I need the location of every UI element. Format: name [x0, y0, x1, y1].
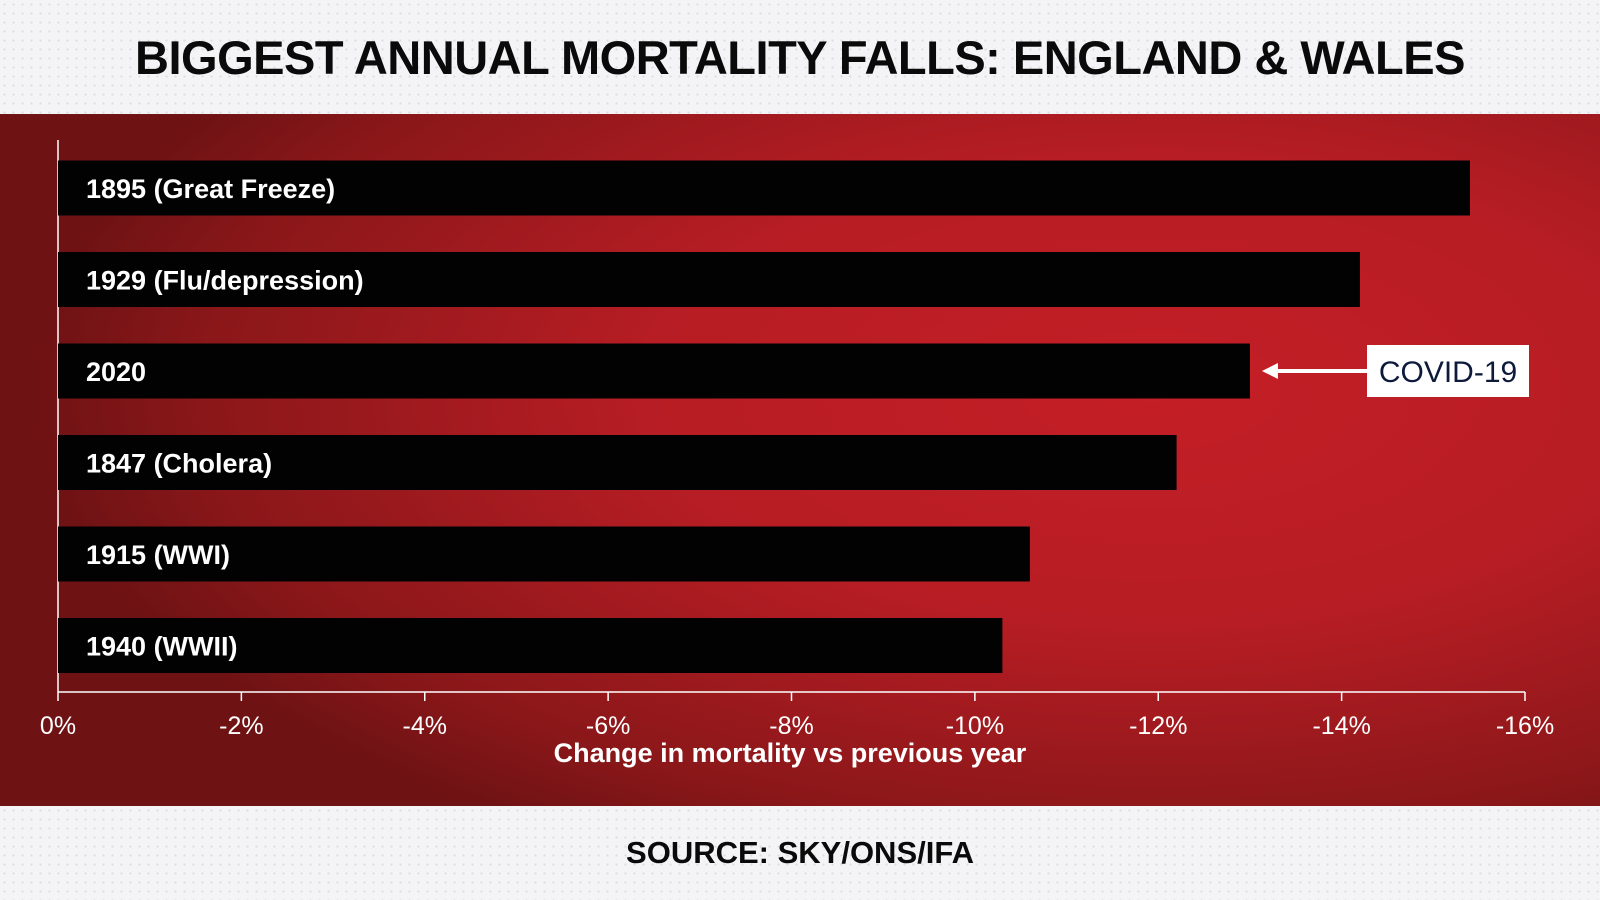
source-note: SOURCE: SKY/ONS/IFA [626, 835, 974, 870]
x-tick-label: 0% [40, 712, 76, 740]
chart-title: BIGGEST ANNUAL MORTALITY FALLS: ENGLAND … [135, 30, 1465, 84]
x-tick-label: -12% [1129, 712, 1187, 740]
bar-label: 1847 (Cholera) [86, 449, 272, 479]
bar-5 [58, 618, 1003, 673]
x-tick-label: -8% [769, 712, 813, 740]
x-tick-label: -6% [586, 712, 630, 740]
bar-label: 1929 (Flu/depression) [86, 266, 364, 296]
bar-3 [58, 435, 1177, 490]
dotted-background-top [0, 0, 1600, 114]
arrow-left-icon [1261, 363, 1278, 379]
dotted-background-bottom [0, 806, 1600, 900]
bar-label: 1940 (WWII) [86, 632, 238, 662]
x-axis-label: Change in mortality vs previous year [554, 738, 1027, 768]
x-tick-label: -16% [1496, 712, 1554, 740]
bar-label: 1895 (Great Freeze) [86, 174, 335, 204]
bar-0 [58, 160, 1470, 216]
chart-panel: 0% -2% -4% -6% -8% -10% -12% -14% -16% Change in … [0, 114, 1600, 806]
x-tick-label: -14% [1312, 712, 1370, 740]
annotation-label: COVID-19 [1379, 356, 1517, 389]
x-tick-label: -4% [403, 712, 447, 740]
x-tick-label: -10% [946, 712, 1004, 740]
bar-label: 1915 (WWI) [86, 540, 230, 570]
annotation-box [1367, 345, 1529, 397]
bar-4 [58, 526, 1030, 582]
bar-1 [58, 252, 1360, 307]
x-tick-label: -2% [219, 712, 263, 740]
bar-label: 2020 [86, 357, 146, 387]
bar-2 [58, 343, 1250, 399]
bar-chart: 0% -2% -4% -6% -8% -10% -12% -14% -16% Change in … [40, 140, 1554, 768]
